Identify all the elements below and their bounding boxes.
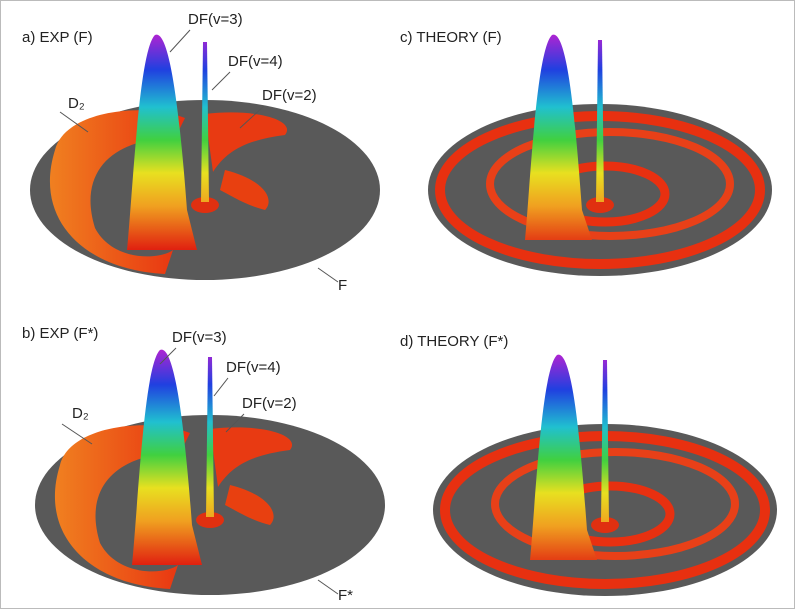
annotation: F* [338, 587, 353, 604]
panel-label: a) EXP (F) [22, 29, 93, 46]
annotation: F [338, 277, 347, 294]
panel-label: c) THEORY (F) [400, 29, 502, 46]
panel-label: b) EXP (F*) [22, 325, 98, 342]
annotation: D₂ [68, 95, 85, 112]
annotation: DF(v=2) [262, 87, 317, 104]
annotation: D₂ [72, 405, 89, 422]
panel-label: d) THEORY (F*) [400, 333, 508, 350]
annotation: DF(v=4) [226, 359, 281, 376]
figure: a) EXP (F) DF(v=3) DF(v=4) DF(v=2) D₂ F … [0, 0, 795, 609]
annotation: DF(v=2) [242, 395, 297, 412]
annotation: DF(v=3) [172, 329, 227, 346]
annotation: DF(v=3) [188, 11, 243, 28]
annotation: DF(v=4) [228, 53, 283, 70]
